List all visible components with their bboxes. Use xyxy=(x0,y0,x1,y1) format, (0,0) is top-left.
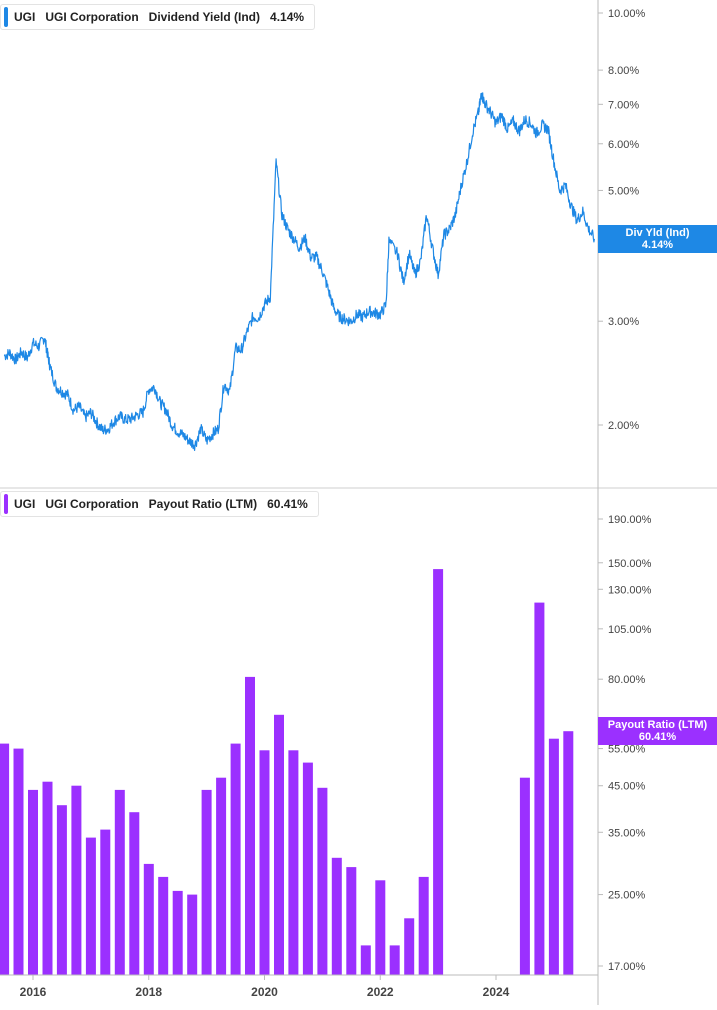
payout-bar xyxy=(216,777,227,975)
payout-bar xyxy=(56,805,67,975)
payout-bar xyxy=(245,676,255,975)
x-tick-label: 2024 xyxy=(483,985,510,999)
payout-bar xyxy=(375,880,386,975)
payout-bar xyxy=(519,777,530,975)
legend-company: UGI Corporation xyxy=(45,497,139,511)
yield-tag-label: Div Yld (Ind) xyxy=(625,226,690,239)
payout-bar xyxy=(201,789,212,975)
yield-tag-value: 4.14% xyxy=(641,238,674,251)
y-tick-label-bottom: 55.00% xyxy=(608,744,646,756)
legend-metric: Dividend Yield (Ind) xyxy=(148,10,261,24)
payout-current-tag: Payout Ratio (LTM) 60.41% xyxy=(598,717,717,746)
y-tick-label-bottom: 17.00% xyxy=(608,961,646,973)
x-tick-label: 2016 xyxy=(20,985,47,999)
payout-bar xyxy=(317,787,328,975)
payout-bar xyxy=(28,789,38,975)
payout-swatch xyxy=(4,494,8,514)
yield-swatch xyxy=(4,7,8,27)
payout-bar xyxy=(187,894,198,975)
y-tick-label-bottom: 25.00% xyxy=(608,890,646,902)
payout-bar xyxy=(548,738,559,975)
yield-current-tag: Div Yld (Ind) 4.14% xyxy=(598,224,717,253)
payout-bar xyxy=(563,731,574,975)
payout-bar xyxy=(346,867,357,975)
y-tick-label-top: 3.00% xyxy=(608,316,639,328)
payout-bar xyxy=(389,945,400,975)
payout-bar xyxy=(331,857,342,975)
legend-dividend-yield[interactable]: UGI UGI Corporation Dividend Yield (Ind)… xyxy=(0,4,316,30)
payout-bar xyxy=(71,785,82,975)
y-tick-label-top: 2.00% xyxy=(608,420,639,432)
legend-payout-ratio[interactable]: UGI UGI Corporation Payout Ratio (LTM) 6… xyxy=(0,491,319,517)
y-tick-label-top: 8.00% xyxy=(608,65,639,77)
payout-tag-value: 60.41% xyxy=(638,731,677,744)
payout-bar xyxy=(433,569,444,975)
payout-bar xyxy=(172,890,183,975)
payout-bar xyxy=(404,918,415,975)
payout-bar xyxy=(114,789,125,975)
payout-bar xyxy=(100,829,111,975)
y-tick-label-bottom: 80.00% xyxy=(608,674,646,686)
payout-bar xyxy=(13,748,24,975)
payout-bar xyxy=(534,602,545,975)
payout-bar xyxy=(259,750,270,975)
x-tick-label: 2018 xyxy=(135,985,162,999)
y-tick-label-bottom: 190.00% xyxy=(608,514,652,526)
y-tick-label-top: 5.00% xyxy=(608,185,639,197)
y-tick-label-top: 7.00% xyxy=(608,99,639,111)
payout-bar xyxy=(230,743,241,975)
y-tick-label-bottom: 130.00% xyxy=(608,584,652,596)
payout-bar xyxy=(274,714,284,975)
payout-bar xyxy=(85,837,96,975)
payout-bar xyxy=(0,743,10,975)
payout-bar xyxy=(418,876,429,975)
payout-bar xyxy=(143,863,154,975)
legend-value: 60.41% xyxy=(267,497,308,511)
legend-company: UGI Corporation xyxy=(45,10,139,24)
y-tick-label-bottom: 35.00% xyxy=(608,827,646,839)
legend-metric: Payout Ratio (LTM) xyxy=(148,497,258,511)
payout-bar xyxy=(158,876,169,975)
y-tick-label-bottom: 105.00% xyxy=(608,624,652,636)
x-tick-label: 2022 xyxy=(367,985,394,999)
y-tick-label-bottom: 150.00% xyxy=(608,558,652,570)
payout-bar xyxy=(42,781,53,975)
y-tick-label-top: 6.00% xyxy=(608,139,639,151)
legend-ticker: UGI xyxy=(14,10,36,24)
payout-bar xyxy=(288,750,299,975)
dividend-yield-line xyxy=(3,92,595,451)
y-tick-label-top: 10.00% xyxy=(608,8,646,20)
payout-bar xyxy=(360,945,371,975)
x-tick-label: 2020 xyxy=(251,985,278,999)
legend-ticker: UGI xyxy=(14,497,36,511)
legend-value: 4.14% xyxy=(270,10,305,24)
payout-tag-label: Payout Ratio (LTM) xyxy=(607,719,708,732)
y-tick-label-bottom: 45.00% xyxy=(608,781,646,793)
payout-bar xyxy=(302,762,313,975)
payout-bar xyxy=(129,812,140,975)
